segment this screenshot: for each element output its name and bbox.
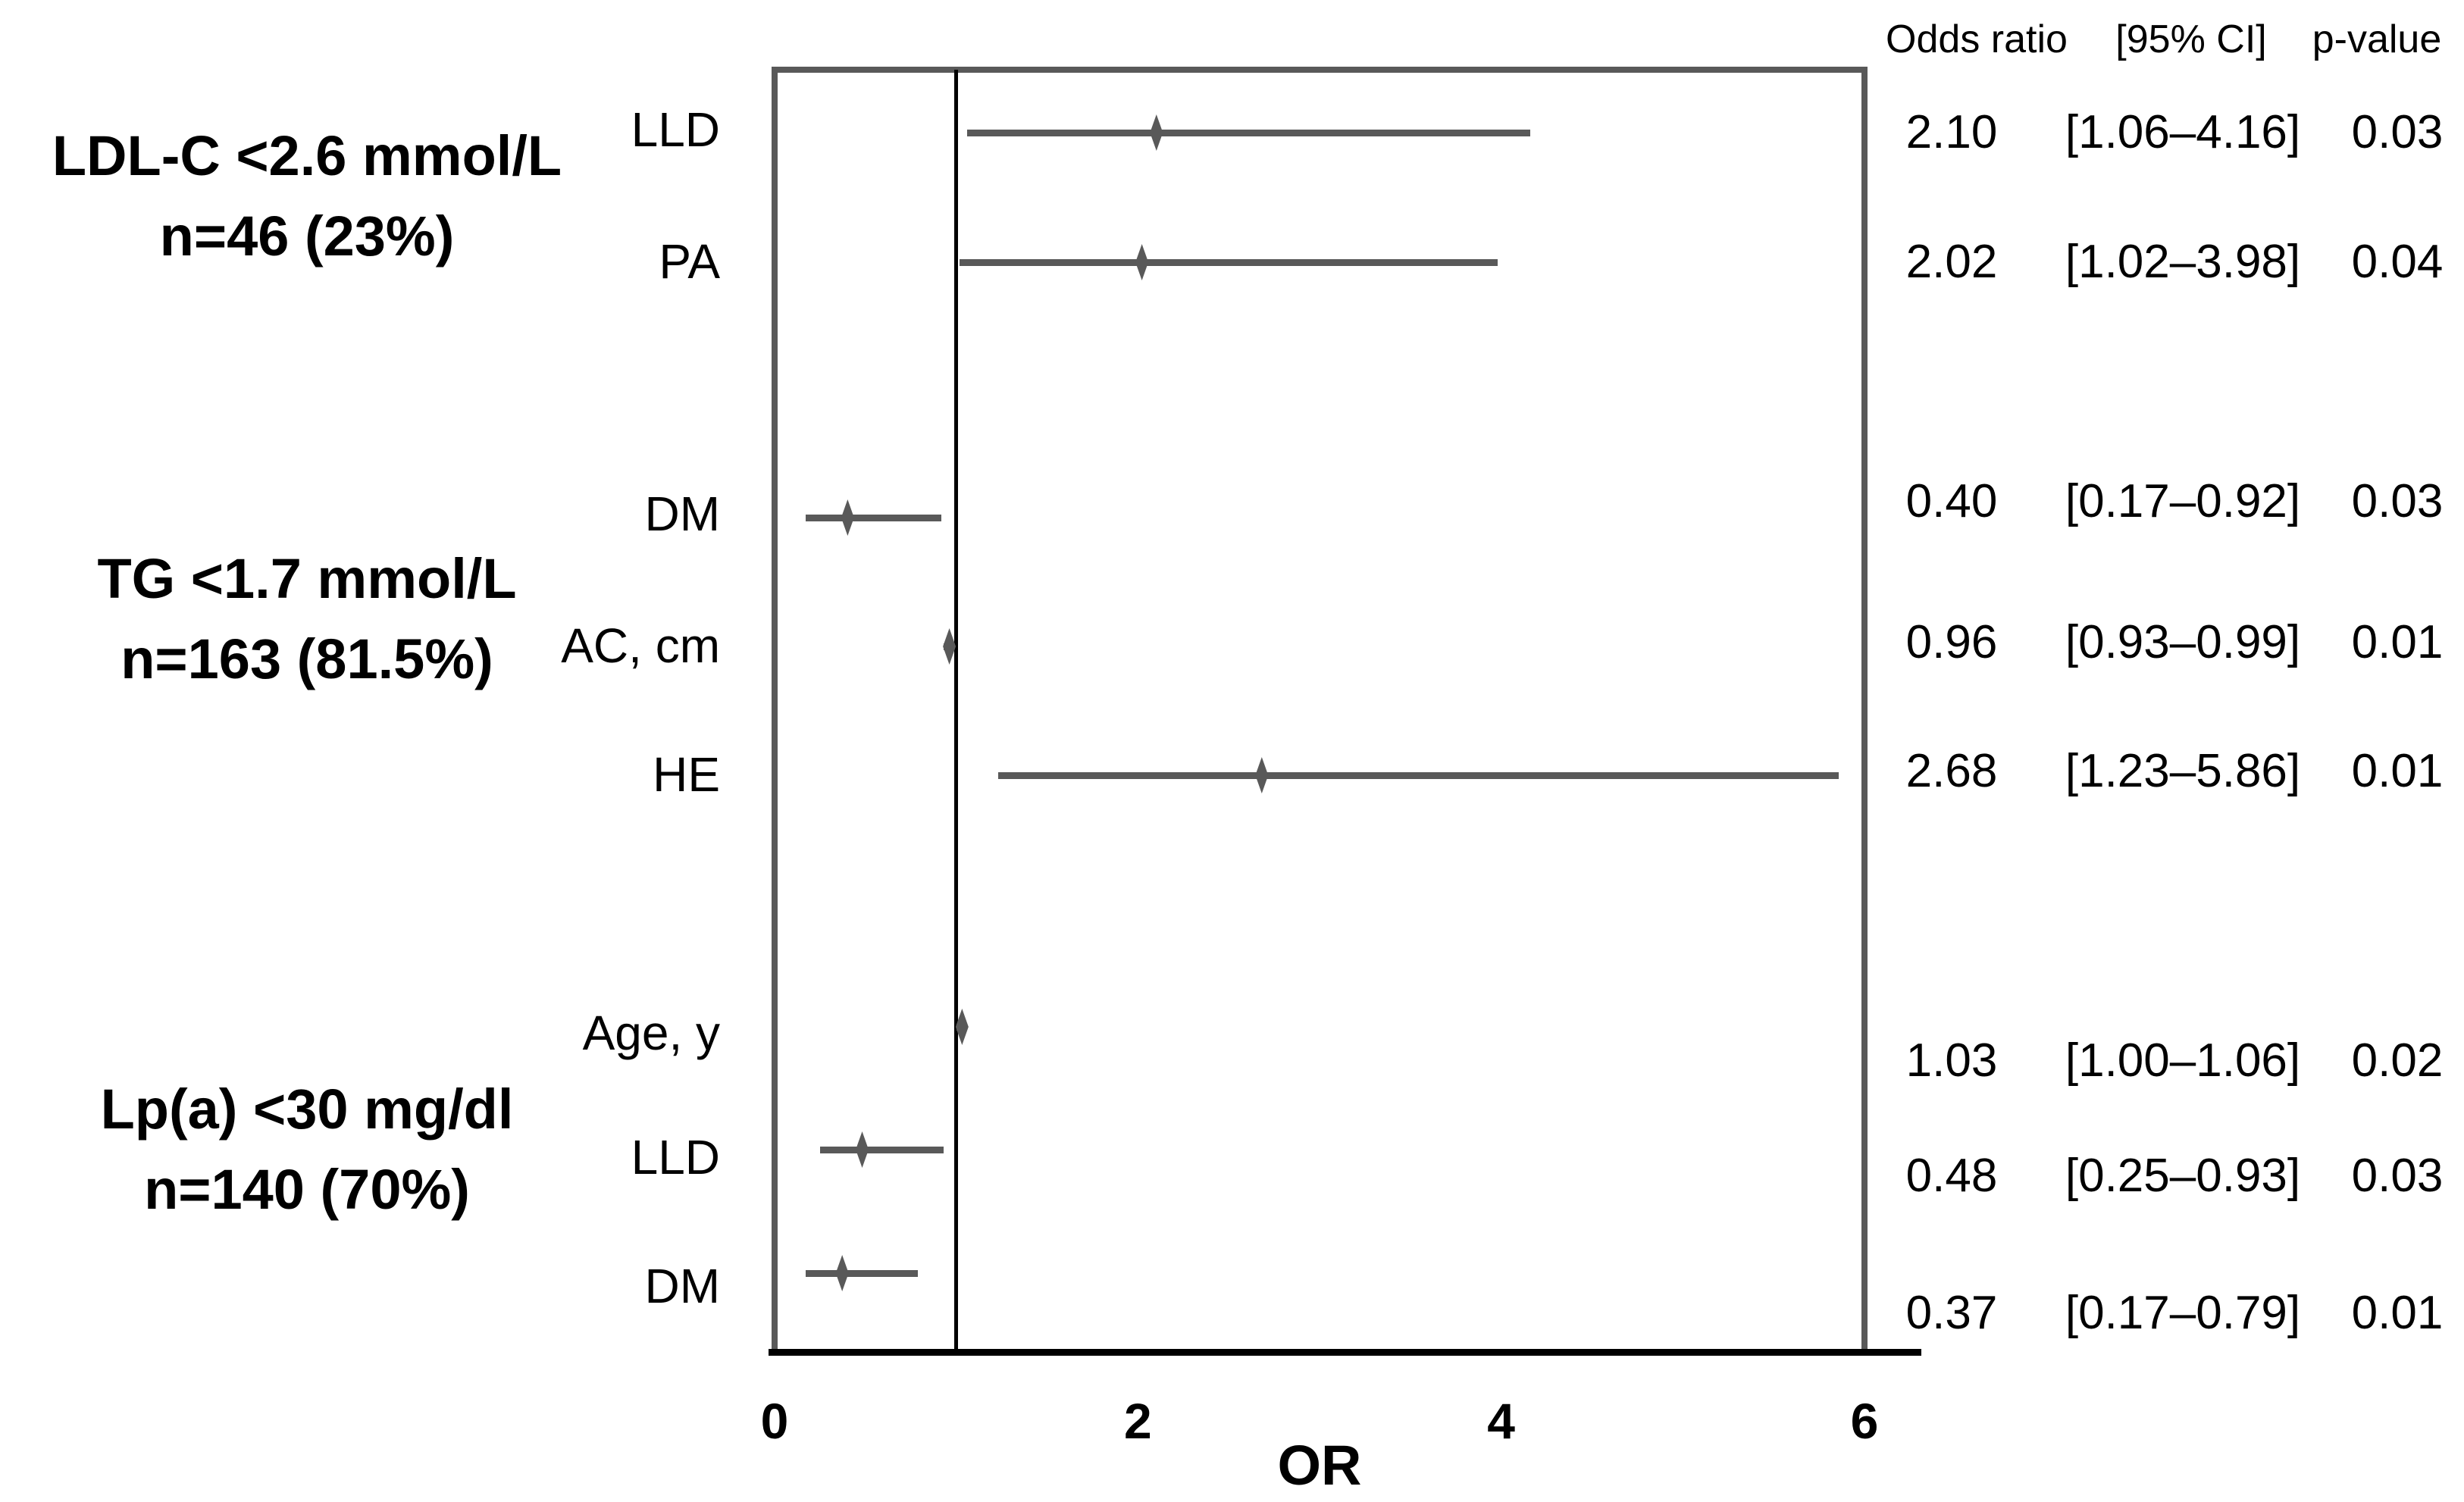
p-value-cell: 0.03	[2351, 475, 2444, 527]
or-marker-diamond	[1150, 114, 1163, 151]
p-value-cell: 0.01	[2351, 1287, 2444, 1339]
or-marker-diamond	[841, 499, 854, 536]
row-label: LLD	[631, 102, 720, 157]
ci-value-cell: [0.17–0.79]	[2065, 1287, 2301, 1339]
or-marker-diamond	[1255, 757, 1269, 793]
x-tick: 0	[760, 1393, 789, 1449]
group-label-n: n=163 (81.5%)	[121, 627, 493, 690]
group-label-criterion: Lp(a) <30 mg/dl	[100, 1078, 514, 1141]
ci-value-cell: [0.93–0.99]	[2065, 616, 2301, 668]
ci-value-cell: [1.06–4.16]	[2065, 106, 2301, 158]
row-label: AC, cm	[561, 618, 720, 673]
row-label: Age, y	[582, 1006, 720, 1060]
row-label: LLD	[631, 1130, 720, 1184]
ci-line	[960, 259, 1498, 266]
or-value-cell: 0.48	[1905, 1150, 1998, 1202]
or-value-cell: 2.02	[1905, 236, 1998, 288]
group-label-criterion: LDL-C <2.6 mmol/L	[52, 124, 562, 187]
ci-value-cell: [1.02–3.98]	[2065, 236, 2301, 288]
x-tick: 2	[1123, 1393, 1152, 1449]
plot-frame	[772, 67, 1868, 1353]
ci-value-cell: [1.00–1.06]	[2065, 1034, 2301, 1087]
row-label: DM	[644, 1259, 720, 1313]
p-value-cell: 0.01	[2351, 745, 2444, 797]
ci-line	[805, 1270, 919, 1277]
or-marker-diamond	[1135, 244, 1149, 280]
p-value-cell: 0.04	[2351, 236, 2444, 288]
group-label-criterion: TG <1.7 mmol/L	[97, 547, 517, 610]
x-tick: 4	[1487, 1393, 1516, 1449]
or-marker-diamond	[856, 1131, 869, 1168]
row-label: HE	[653, 747, 720, 802]
or-value-cell: 1.03	[1905, 1034, 1998, 1087]
column-header-p-value: p-value	[2312, 17, 2442, 61]
ci-value-cell: [1.23–5.86]	[2065, 745, 2301, 797]
x-axis-line	[769, 1349, 1921, 1356]
x-tick: 6	[1850, 1393, 1879, 1449]
ci-line	[805, 515, 942, 521]
ci-line	[997, 772, 1839, 779]
group-label: TG <1.7 mmol/L n=163 (81.5%)	[8, 539, 606, 699]
ci-line	[967, 130, 1530, 136]
or-value-cell: 2.68	[1905, 745, 1998, 797]
group-label: LDL-C <2.6 mmol/L n=46 (23%)	[8, 116, 606, 277]
ci-value-cell: [0.17–0.92]	[2065, 475, 2301, 527]
column-header-ci: [95% CI]	[2115, 17, 2267, 61]
p-value-cell: 0.03	[2351, 106, 2444, 158]
ci-value-cell: [0.25–0.93]	[2065, 1150, 2301, 1202]
or-marker-diamond	[943, 628, 956, 665]
or-value-cell: 0.40	[1905, 475, 1998, 527]
p-value-cell: 0.02	[2351, 1034, 2444, 1087]
column-header-odds-ratio: Odds ratio	[1886, 17, 2068, 61]
ci-line	[819, 1147, 944, 1153]
or-value-cell: 0.37	[1905, 1287, 1998, 1339]
row-label: DM	[644, 487, 720, 541]
group-label-n: n=46 (23%)	[159, 205, 455, 268]
group-label-n: n=140 (70%)	[144, 1158, 470, 1221]
p-value-cell: 0.03	[2351, 1150, 2444, 1202]
or-value-cell: 2.10	[1905, 106, 1998, 158]
or-value-cell: 0.96	[1905, 616, 1998, 668]
group-label: Lp(a) <30 mg/dl n=140 (70%)	[8, 1069, 606, 1230]
row-label: PA	[659, 234, 720, 289]
x-axis-title: OR	[1277, 1434, 1362, 1497]
reference-line-or-1	[954, 70, 958, 1353]
or-marker-diamond	[955, 1009, 969, 1045]
or-marker-diamond	[835, 1255, 849, 1291]
p-value-cell: 0.01	[2351, 616, 2444, 668]
